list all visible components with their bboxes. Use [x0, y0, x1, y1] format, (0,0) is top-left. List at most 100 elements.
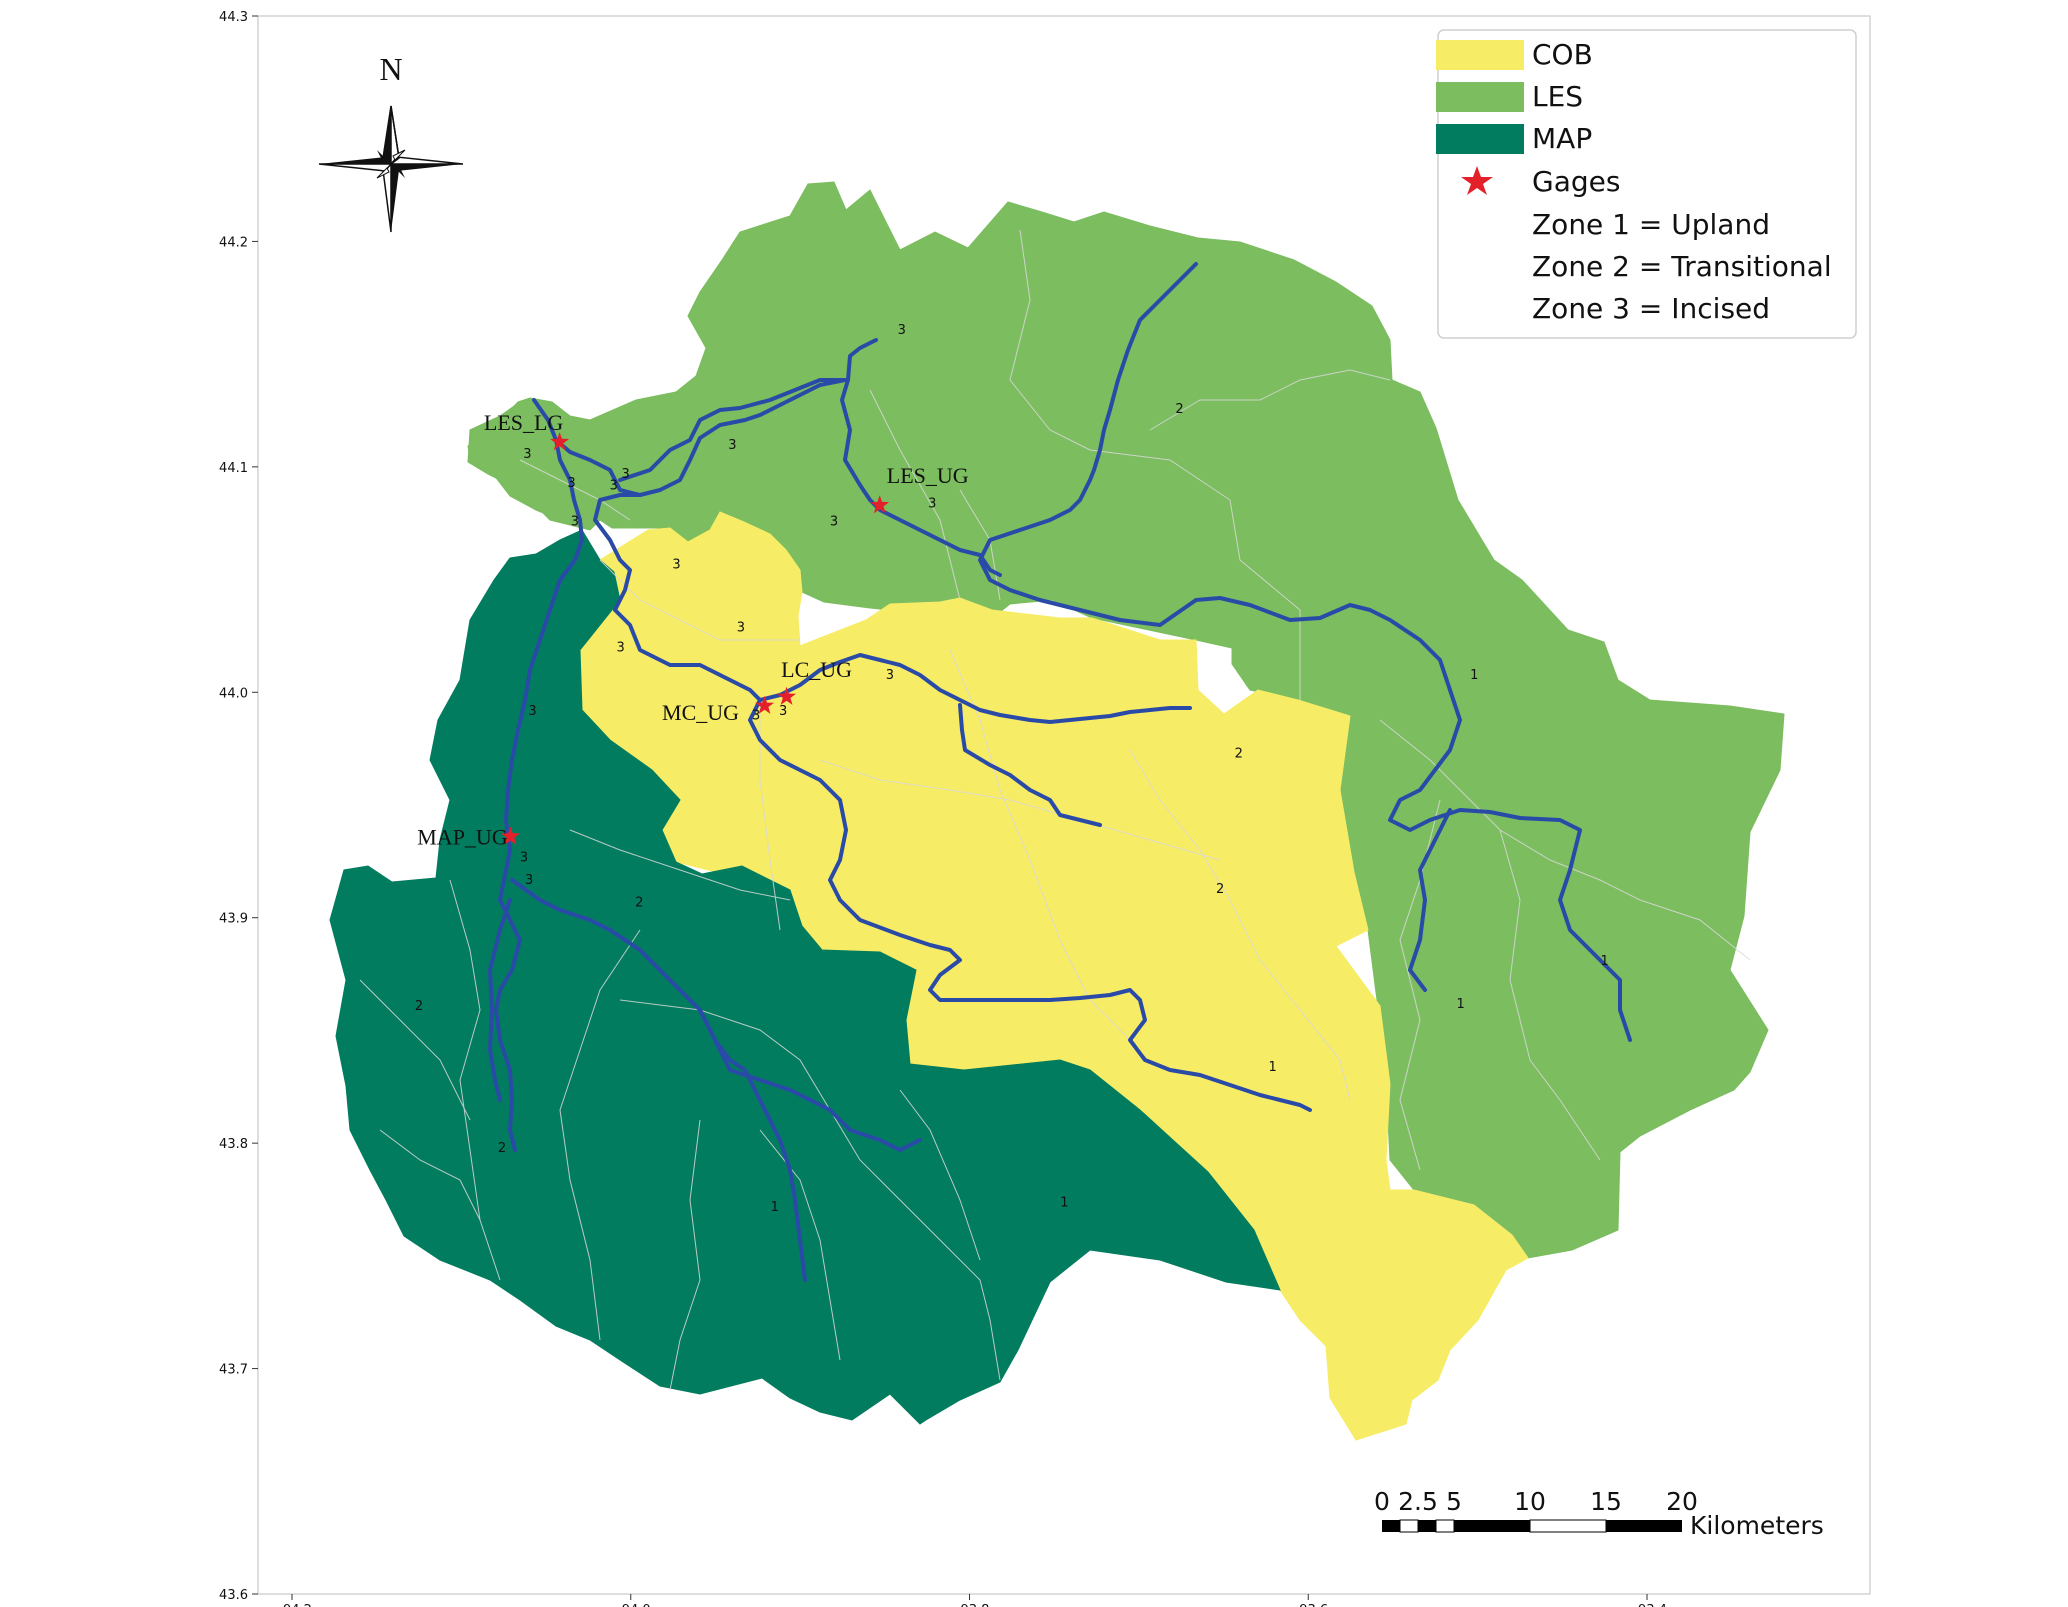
y-tick-label: 43.7 — [219, 1363, 248, 1378]
y-tick-label: 43.6 — [219, 1588, 248, 1603]
river-network — [488, 262, 1632, 1282]
river-main-les — [978, 262, 1632, 1042]
scale-tick-10: 10 — [1514, 1487, 1546, 1516]
zone-label: 1 — [771, 1200, 779, 1215]
subbasin-boundaries — [359, 229, 1751, 1391]
legend-label-gages: Gages — [1532, 165, 1620, 198]
gage-marker-icon[interactable] — [777, 686, 797, 705]
river-map-tributary — [698, 1008, 807, 1282]
scale-bar: 0 2.5 5 10 15 20 Kilometers — [1374, 1487, 1824, 1540]
zone-label: 2 — [1175, 402, 1183, 417]
plot-frame — [257, 15, 1871, 1595]
gage-label: LC_UG — [781, 657, 852, 682]
zone-label: 2 — [635, 895, 643, 910]
scale-tick-20: 20 — [1666, 1487, 1698, 1516]
x-tick-label: −94.2 — [272, 1603, 312, 1607]
north-arrow-needle-s — [391, 164, 399, 232]
gage-label: MAP_UG — [417, 825, 508, 850]
zone-label: 3 — [728, 438, 736, 453]
gage-marker-icon[interactable] — [550, 432, 570, 451]
zone-label: 3 — [898, 323, 906, 338]
legend-swatch-map — [1436, 124, 1524, 154]
zone-label: 1 — [1457, 997, 1465, 1012]
legend: COB LES MAP Gages Zone 1 = Upland Zone 2… — [1436, 29, 1857, 339]
zone-label: 3 — [571, 514, 579, 529]
gage-marker-icon[interactable] — [755, 695, 775, 714]
river-lc-south — [958, 703, 1102, 827]
zone-label: 2 — [415, 999, 423, 1014]
zone-label: 1 — [1269, 1060, 1277, 1075]
legend-zone-3: Zone 3 = Incised — [1532, 292, 1770, 325]
river-les-north — [618, 378, 847, 482]
scale-unit: Kilometers — [1690, 1511, 1824, 1540]
scale-tick-15: 15 — [1590, 1487, 1622, 1516]
x-axis: −94.2 −94.0 −93.8 −93.6 −93.4 — [272, 1594, 1667, 1607]
river-map-tributary-b — [488, 898, 512, 1102]
river-les-northwest — [532, 398, 642, 497]
zone-label: 3 — [616, 641, 624, 656]
zone-label: 3 — [528, 704, 536, 719]
gage-label: LES_UG — [887, 463, 969, 488]
legend-box — [1437, 29, 1857, 339]
y-tick-label: 44.2 — [219, 235, 248, 250]
zone-label: 3 — [779, 704, 787, 719]
river-map-main — [494, 438, 584, 1152]
legend-gage-icon — [1461, 166, 1493, 195]
y-tick-label: 43.9 — [219, 912, 248, 927]
x-tick-label: −93.8 — [950, 1603, 990, 1607]
zone-label: 3 — [830, 514, 838, 529]
zone-label: 3 — [886, 668, 894, 683]
y-tick-label: 43.8 — [219, 1137, 248, 1152]
zone-label: 3 — [523, 447, 531, 462]
zone-label: 3 — [622, 467, 630, 482]
watershed-regions — [329, 181, 1785, 1441]
y-tick-label: 44.1 — [219, 461, 248, 476]
zone-label: 1 — [1060, 1195, 1068, 1210]
river-main-les-west — [593, 378, 847, 702]
zone-label: 2 — [498, 1141, 506, 1156]
zone-label: 2 — [1216, 882, 1224, 897]
gage-marker-icon[interactable] — [501, 826, 520, 845]
x-tick-label: −94.0 — [611, 1603, 651, 1607]
x-tick-label: −93.4 — [1627, 1603, 1667, 1607]
river-tributary-les-upper — [840, 338, 1002, 577]
gage-label: LES_LG — [484, 410, 564, 435]
legend-swatch-cob — [1436, 40, 1524, 70]
x-tick-label: −93.6 — [1288, 1603, 1328, 1607]
north-label: N — [379, 51, 402, 87]
zone-label: 3 — [567, 476, 575, 491]
gage-label: MC_UG — [662, 700, 739, 725]
zone-label: 3 — [672, 557, 680, 572]
scale-tick-0: 0 — [1374, 1487, 1390, 1516]
zone-label: 3 — [737, 620, 745, 635]
gage-marker-icon[interactable] — [870, 495, 890, 514]
gage-markers: LES_LG LES_UG LC_UG MC_UG MAP_UG — [417, 410, 969, 850]
zone-label: 3 — [520, 850, 528, 865]
legend-zone-1: Zone 1 = Upland — [1532, 208, 1770, 241]
river-main-lc — [758, 653, 1192, 724]
river-cob-main — [748, 698, 1312, 1112]
region-map — [329, 529, 1281, 1425]
river-tributary-les — [1408, 808, 1452, 992]
zone-label: 3 — [752, 708, 760, 723]
y-axis: 43.6 43.7 43.8 43.9 44.0 44.1 44.2 44.3 — [219, 10, 258, 1603]
scale-tick-5: 5 — [1446, 1487, 1462, 1516]
legend-label-cob: COB — [1532, 38, 1593, 71]
zone-label: 1 — [1601, 954, 1609, 969]
zone-label: 2 — [1235, 747, 1243, 762]
y-tick-label: 44.3 — [219, 10, 248, 25]
scale-tick-2-5: 2.5 — [1398, 1487, 1438, 1516]
y-tick-label: 44.0 — [219, 686, 248, 701]
zone-label: 3 — [610, 478, 618, 493]
zone-label: 1 — [1470, 668, 1478, 683]
legend-label-les: LES — [1532, 80, 1583, 113]
region-les — [467, 181, 1785, 1259]
legend-swatch-les — [1436, 82, 1524, 112]
north-arrow: N — [318, 51, 464, 233]
legend-zone-2: Zone 2 = Transitional — [1532, 250, 1832, 283]
zone-label: 3 — [928, 496, 936, 511]
zone-label: 3 — [525, 873, 533, 888]
legend-label-map: MAP — [1532, 122, 1592, 155]
